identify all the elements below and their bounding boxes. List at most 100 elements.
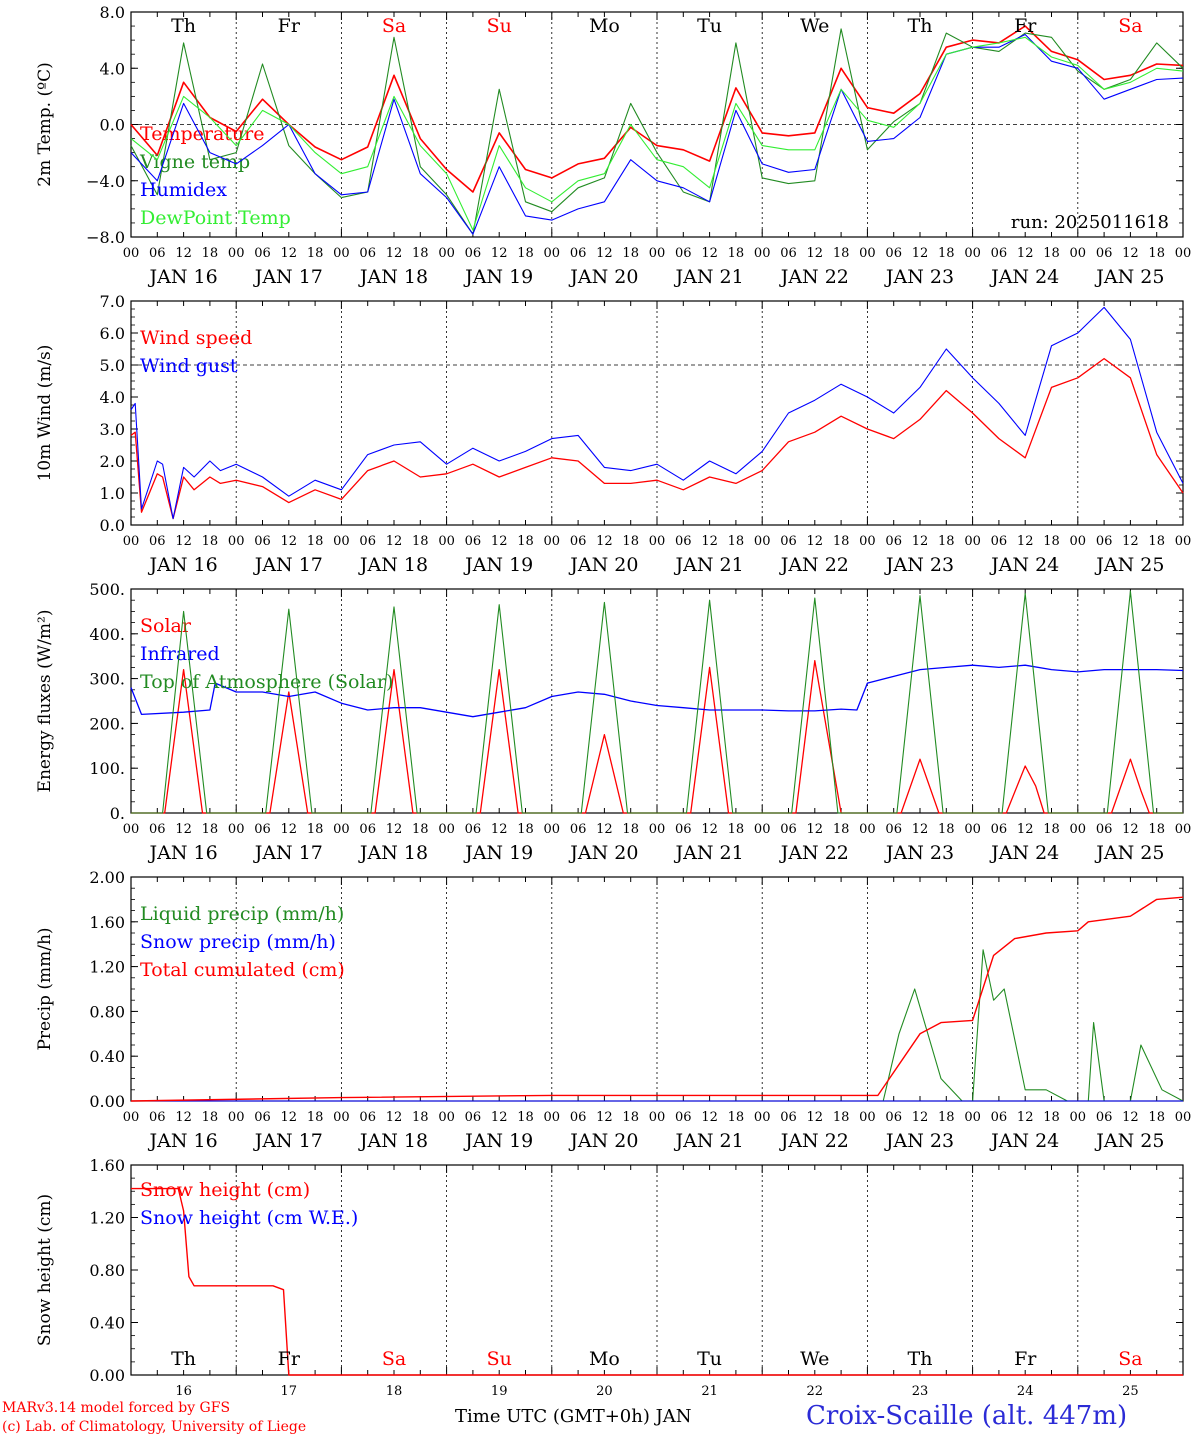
legend-entry: Top of Atmosphere (Solar) xyxy=(140,671,393,693)
hour-label: 18 xyxy=(728,246,745,261)
hour-label: 12 xyxy=(1017,246,1034,261)
hour-label: 18 xyxy=(202,822,219,837)
hour-label: 18 xyxy=(833,822,850,837)
hour-label: 00 xyxy=(544,1110,561,1125)
hour-label: 00 xyxy=(544,246,561,261)
hour-label: 00 xyxy=(754,822,771,837)
hour-label: 18 xyxy=(307,246,324,261)
hour-label: 06 xyxy=(570,534,587,549)
hour-label: 06 xyxy=(675,1110,692,1125)
date-label: JAN 20 xyxy=(568,1130,638,1152)
hour-label: 18 xyxy=(938,246,955,261)
date-label: JAN 16 xyxy=(148,842,218,864)
run-label: run: 2025011618 xyxy=(1011,212,1169,233)
day-number-label: 18 xyxy=(386,1384,403,1399)
hour-label: 06 xyxy=(254,246,271,261)
hour-label: 00 xyxy=(859,1110,876,1125)
hour-label: 18 xyxy=(517,246,534,261)
series-line-solar xyxy=(131,660,1183,814)
hour-label: 18 xyxy=(517,1110,534,1125)
hour-label: 18 xyxy=(622,246,639,261)
hour-label: 06 xyxy=(254,822,271,837)
hour-label: 12 xyxy=(491,534,508,549)
date-label: JAN 21 xyxy=(674,554,744,576)
hour-label: 00 xyxy=(649,246,666,261)
hour-label: 00 xyxy=(1070,1110,1087,1125)
hour-label: 18 xyxy=(938,1110,955,1125)
hour-label: 06 xyxy=(570,246,587,261)
legend-entry: DewPoint Temp xyxy=(140,207,291,229)
hour-label: 12 xyxy=(386,534,403,549)
hour-label: 12 xyxy=(1017,1110,1034,1125)
hour-label: 00 xyxy=(964,822,981,837)
hour-label: 12 xyxy=(596,1110,613,1125)
hour-label: 06 xyxy=(885,822,902,837)
hour-label: 18 xyxy=(833,246,850,261)
hour-label: 00 xyxy=(859,534,876,549)
series-line-wind-gust xyxy=(130,306,1184,520)
hour-label: 12 xyxy=(1122,1110,1139,1125)
day-number-label: 24 xyxy=(1017,1384,1034,1399)
legend-entry: Wind gust xyxy=(140,355,238,377)
legend-entry: Snow precip (mm/h) xyxy=(140,931,336,953)
series-line-total-cumulated-cm- xyxy=(130,896,1184,1102)
hour-label: 00 xyxy=(333,246,350,261)
date-label: JAN 18 xyxy=(358,1130,428,1152)
hour-label: 06 xyxy=(465,534,482,549)
hour-label: 00 xyxy=(859,822,876,837)
hour-label: 12 xyxy=(1122,534,1139,549)
hour-label: 06 xyxy=(570,822,587,837)
hour-label: 00 xyxy=(754,246,771,261)
date-label: JAN 23 xyxy=(884,554,954,576)
day-name: Tu xyxy=(697,15,722,37)
y-tick-label: 4.0 xyxy=(100,388,125,407)
hour-label: 00 xyxy=(649,534,666,549)
x-axis-label: Time UTC (GMT+0h) JAN xyxy=(455,1406,692,1427)
hour-label: 00 xyxy=(964,1110,981,1125)
y-tick-label: 0.00 xyxy=(89,1092,125,1111)
day-name: Th xyxy=(908,15,933,37)
hour-label: 00 xyxy=(1175,534,1192,549)
hour-label: 00 xyxy=(333,534,350,549)
hour-label: 12 xyxy=(596,246,613,261)
hour-label: 06 xyxy=(1096,534,1113,549)
hour-label: 00 xyxy=(438,534,455,549)
hour-label: 06 xyxy=(991,1110,1008,1125)
hour-label: 00 xyxy=(333,1110,350,1125)
hour-label: 18 xyxy=(1043,822,1060,837)
date-label: JAN 24 xyxy=(989,554,1059,576)
hour-label: 12 xyxy=(1017,822,1034,837)
date-label: JAN 17 xyxy=(253,554,323,576)
hour-label: 00 xyxy=(754,534,771,549)
hour-label: 00 xyxy=(649,822,666,837)
date-label: JAN 21 xyxy=(674,1130,744,1152)
day-number-label: 19 xyxy=(491,1384,508,1399)
day-name: Mo xyxy=(589,1348,620,1370)
hour-label: 12 xyxy=(596,822,613,837)
hour-label: 18 xyxy=(1148,1110,1165,1125)
hour-label: 12 xyxy=(701,1110,718,1125)
hour-label: 06 xyxy=(885,534,902,549)
day-name: Fr xyxy=(278,15,301,37)
hour-label: 12 xyxy=(912,534,929,549)
y-tick-label: 200. xyxy=(89,714,125,733)
y-tick-label: 1.0 xyxy=(100,484,125,503)
hour-label: 00 xyxy=(1070,534,1087,549)
hour-label: 00 xyxy=(544,822,561,837)
date-label: JAN 23 xyxy=(884,1130,954,1152)
hour-label: 12 xyxy=(1122,822,1139,837)
date-label: JAN 19 xyxy=(463,842,533,864)
hour-label: 12 xyxy=(281,246,298,261)
hour-label: 12 xyxy=(912,246,929,261)
day-name: Fr xyxy=(278,1348,301,1370)
hour-label: 12 xyxy=(912,1110,929,1125)
hour-label: 18 xyxy=(938,822,955,837)
hour-label: 18 xyxy=(622,822,639,837)
series-line-humidex xyxy=(130,33,1184,235)
series-line-vigne-temp xyxy=(130,28,1184,235)
day-number-label: 23 xyxy=(912,1384,929,1399)
date-label: JAN 25 xyxy=(1094,842,1164,864)
y-tick-label: 100. xyxy=(89,759,125,778)
hour-label: 18 xyxy=(728,1110,745,1125)
